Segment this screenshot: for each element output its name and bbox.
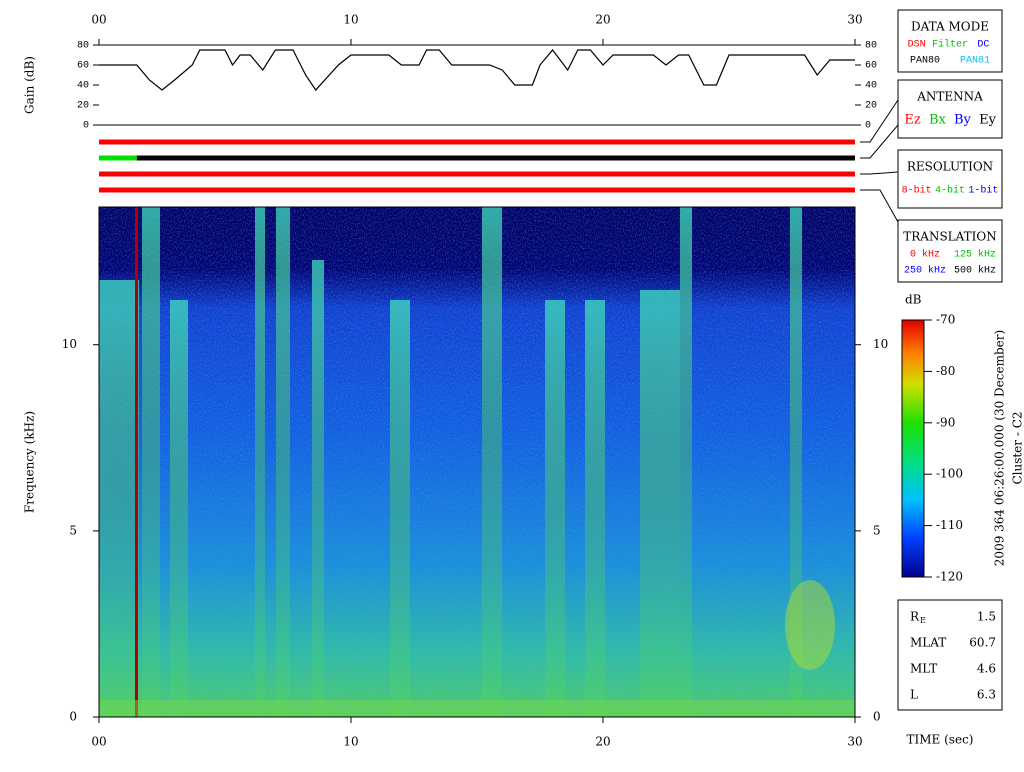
colorbar-tick-label: -100 (936, 467, 963, 481)
y-tick-label: 80 (865, 41, 877, 52)
y-tick-label: 0 (83, 121, 89, 132)
panel-item: 500 kHz (954, 265, 996, 277)
panel-item: Bx (929, 113, 947, 128)
panel-title: TRANSLATION (903, 230, 997, 244)
y-tick-label: 10 (873, 337, 888, 351)
panel-item: Ey (979, 113, 996, 128)
spectrogram (99, 207, 855, 717)
colorbar (902, 320, 924, 577)
panel-item: DC (977, 40, 989, 51)
gain-label: Gain (dB) (23, 56, 37, 114)
y-tick-label: 0 (865, 121, 871, 132)
y-tick-label: 40 (865, 81, 877, 92)
orbit-value: 1.5 (977, 610, 996, 624)
panel-title: RESOLUTION (907, 160, 993, 174)
panel-item: 0 kHz (910, 249, 940, 261)
colorbar-tick-label: -70 (936, 313, 955, 327)
panel-item: Filter (932, 39, 968, 51)
timestamp: 2009 364 06:26:00.000 (30 December) (993, 330, 1007, 566)
panel-item: 250 kHz (904, 265, 946, 277)
panel-item: By (954, 113, 972, 128)
x-tick-label: 30 (847, 735, 862, 749)
x-axis-label: TIME (sec) (907, 733, 974, 747)
x-tick-label: 20 (595, 13, 610, 27)
colorbar-tick-label: -110 (936, 518, 963, 532)
y-tick-label: 20 (77, 101, 89, 112)
orbit-label: MLAT (910, 636, 946, 650)
colorbar-label: dB (905, 293, 922, 307)
y-tick-label: 20 (865, 101, 877, 112)
x-tick-label: 00 (91, 735, 106, 749)
status-bar (99, 140, 855, 145)
y-tick-label: 80 (77, 41, 89, 52)
panel-title: ANTENNA (916, 90, 983, 104)
y-axis-label: Frequency (kHz) (23, 411, 37, 513)
y-tick-label: 0 (873, 710, 881, 724)
y-tick-label: 40 (77, 81, 89, 92)
colorbar-tick-label: -120 (936, 570, 963, 584)
orbit-label: R (910, 610, 920, 624)
panel-item: 4-bit (935, 185, 965, 197)
connectors (860, 100, 898, 222)
orbit-value: 60.7 (969, 636, 996, 650)
status-bar (99, 188, 855, 193)
x-tick-label: 20 (595, 735, 610, 749)
gain-line (99, 50, 855, 90)
y-tick-label: 5 (873, 523, 881, 537)
panel-title: DATA MODE (911, 20, 989, 34)
panel-item: Ez (904, 113, 920, 128)
orbit-value: 6.3 (977, 688, 996, 702)
orbit-label: MLT (910, 662, 937, 676)
orbit-label-sub: E (920, 616, 926, 625)
x-tick-label: 10 (343, 13, 358, 27)
x-tick-label: 10 (343, 735, 358, 749)
panel-item: 125 kHz (954, 249, 996, 261)
x-tick-label: 30 (847, 13, 862, 27)
y-tick-label: 0 (69, 710, 77, 724)
colorbar-tick-label: -80 (936, 364, 955, 378)
y-tick-label: 60 (865, 61, 877, 72)
panel-item: 8-bit (902, 185, 932, 197)
orbit-value: 4.6 (977, 662, 996, 676)
y-tick-label: 5 (69, 523, 77, 537)
panel-item: PAN80 (910, 56, 940, 67)
panel-item: PAN81 (960, 56, 990, 67)
spacecraft: Cluster - C2 (1011, 411, 1024, 484)
colorbar-tick-label: -90 (936, 415, 955, 429)
y-tick-label: 60 (77, 61, 89, 72)
y-tick-label: 10 (62, 337, 77, 351)
x-tick-label: 00 (91, 13, 106, 27)
status-bar (99, 156, 137, 161)
status-bar (137, 156, 855, 161)
panel-item: 1-bit (968, 185, 998, 197)
panel-item: DSN (908, 40, 926, 51)
orbit-label: L (910, 688, 918, 702)
status-bar (99, 172, 855, 177)
